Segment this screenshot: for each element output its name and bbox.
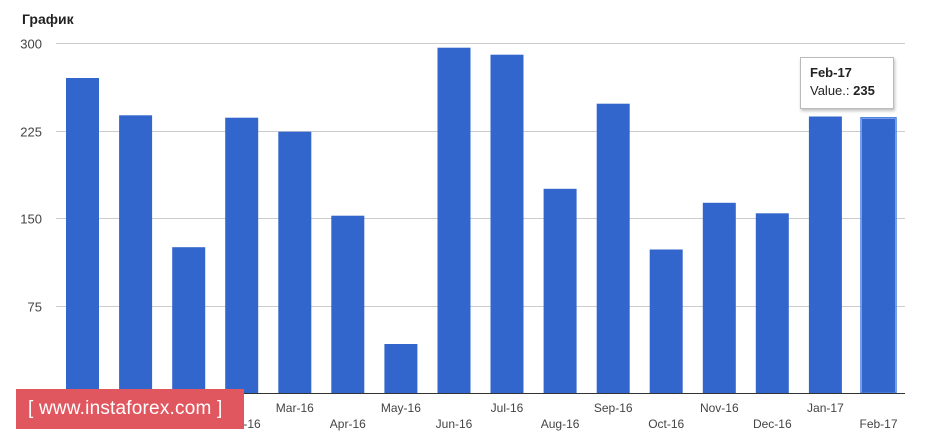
tooltip-row: Value.: 235 bbox=[810, 83, 875, 98]
x-tick-label: Jan-17 bbox=[807, 401, 844, 415]
x-tick-label: May-16 bbox=[381, 401, 421, 415]
bar bbox=[702, 202, 736, 393]
watermark-text: [ www.instaforex.com ] bbox=[28, 398, 223, 419]
x-tick-label: Sep-16 bbox=[594, 401, 633, 415]
x-tick-label: Nov-16 bbox=[700, 401, 739, 415]
y-tick-label: 225 bbox=[20, 125, 42, 140]
bar bbox=[755, 213, 789, 393]
x-tick-label: Jul-16 bbox=[491, 401, 524, 415]
chart-title: График bbox=[22, 11, 74, 27]
bar bbox=[490, 54, 524, 393]
tooltip-value: 235 bbox=[853, 83, 875, 98]
data-tooltip: Feb-17 Value.: 235 bbox=[800, 57, 894, 109]
bar bbox=[808, 116, 842, 393]
y-tick-label: 150 bbox=[20, 212, 42, 227]
bar bbox=[225, 117, 259, 393]
tooltip-label: Value.: bbox=[810, 83, 850, 98]
x-tick-label: Feb-17 bbox=[859, 417, 897, 431]
bar bbox=[596, 103, 630, 393]
bar bbox=[649, 249, 683, 393]
x-tick-label: Apr-16 bbox=[330, 417, 366, 431]
bar bbox=[66, 78, 99, 393]
x-tick-label: Mar-16 bbox=[276, 401, 314, 415]
x-tick-label: Jun-16 bbox=[436, 417, 473, 431]
bar bbox=[331, 215, 365, 393]
bar bbox=[437, 47, 471, 393]
bar bbox=[862, 118, 895, 394]
bar bbox=[119, 115, 153, 394]
x-tick-label: Aug-16 bbox=[541, 417, 580, 431]
y-tick-label: 300 bbox=[20, 37, 42, 52]
tooltip-title: Feb-17 bbox=[810, 65, 852, 80]
x-tick-label: Oct-16 bbox=[648, 417, 684, 431]
bar bbox=[172, 247, 206, 393]
bar bbox=[543, 188, 577, 393]
instaforex-watermark: [ www.instaforex.com ] bbox=[16, 389, 244, 429]
bar bbox=[278, 131, 312, 393]
x-tick-label: Dec-16 bbox=[753, 417, 792, 431]
y-tick-label: 75 bbox=[28, 300, 42, 315]
bar bbox=[384, 344, 418, 393]
